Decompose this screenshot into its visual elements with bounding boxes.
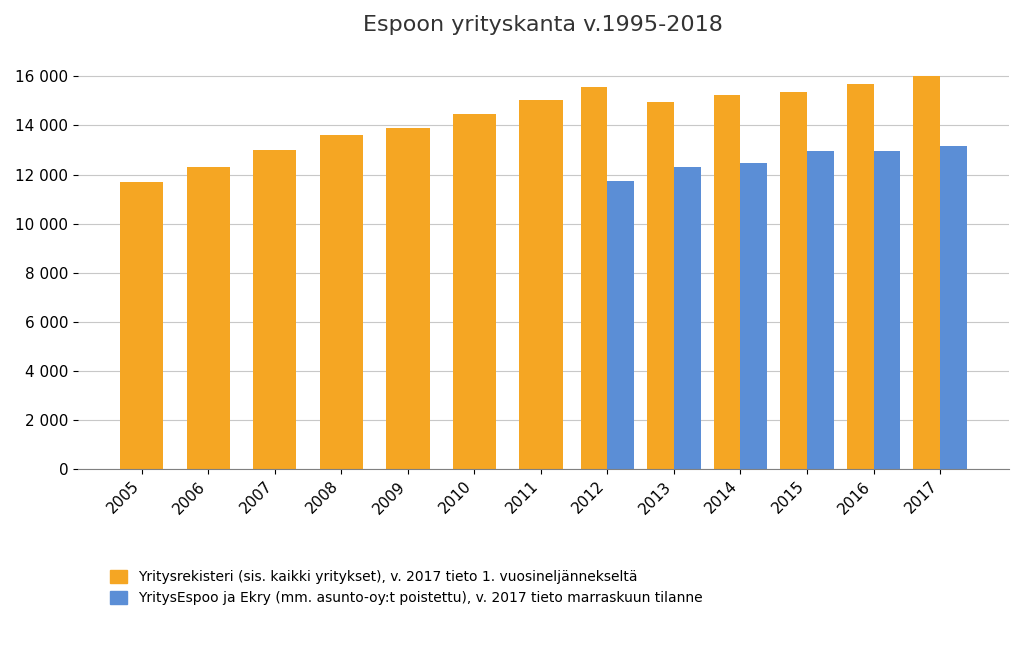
Bar (807, 151, 834, 469)
Legend: Yritysrekisteri (sis. kaikki yritykset), v. 2017 tieto 1. vuosineljännekseltä, Y: Yritysrekisteri (sis. kaikki yritykset),… (103, 563, 710, 612)
Bar (186, 168, 230, 469)
Bar (740, 163, 767, 469)
Bar (940, 146, 967, 469)
Title: Espoon yrityskanta v.1995-2018: Espoon yrityskanta v.1995-2018 (364, 15, 723, 35)
Bar (319, 135, 362, 469)
Bar (714, 94, 740, 469)
Bar (253, 150, 297, 469)
Bar (120, 182, 164, 469)
Bar (913, 76, 940, 469)
Bar (647, 102, 674, 469)
Bar (847, 84, 873, 469)
Bar (519, 100, 562, 469)
Bar (873, 151, 900, 469)
Bar (607, 181, 634, 469)
Bar (453, 115, 496, 469)
Bar (674, 168, 700, 469)
Bar (386, 128, 429, 469)
Bar (780, 92, 807, 469)
Bar (581, 87, 607, 469)
